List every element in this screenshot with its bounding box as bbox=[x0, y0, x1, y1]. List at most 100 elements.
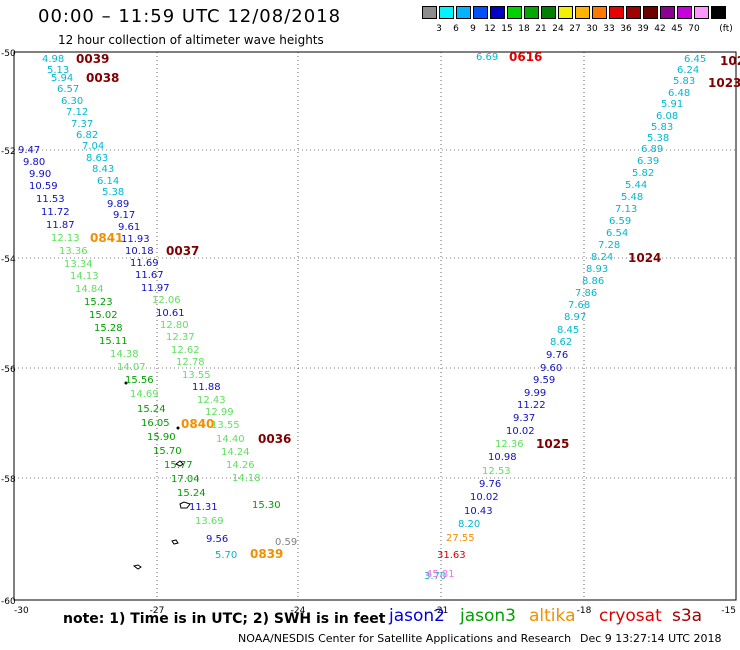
lon-tick-label: -30 bbox=[14, 606, 29, 616]
legend-swatch bbox=[473, 6, 488, 19]
page-title: 00:00 – 11:59 UTC 12/08/2018 bbox=[38, 6, 342, 27]
swh-value: 12.36 bbox=[495, 439, 524, 450]
swh-value: 13.34 bbox=[64, 259, 93, 270]
swh-value: 14.07 bbox=[117, 362, 146, 373]
swh-value: 6.57 bbox=[57, 84, 79, 95]
swh-value: 14.24 bbox=[221, 447, 250, 458]
swh-value: 11.53 bbox=[36, 194, 65, 205]
swh-value: 9.60 bbox=[540, 363, 562, 374]
swh-value: 6.08 bbox=[656, 111, 678, 122]
swh-value: 12.53 bbox=[482, 466, 511, 477]
island-outline bbox=[171, 539, 179, 545]
lon-tick-label: -18 bbox=[577, 606, 592, 616]
lat-tick-label: -52 bbox=[1, 147, 16, 157]
swh-value: 8.86 bbox=[582, 276, 604, 287]
swh-value: 9.89 bbox=[107, 199, 129, 210]
swh-value: 8.97 bbox=[564, 312, 586, 323]
legend-label: 24 bbox=[552, 24, 564, 34]
legend-swatch bbox=[422, 6, 437, 19]
coastline bbox=[124, 381, 191, 570]
swh-value: 11.22 bbox=[517, 400, 546, 411]
island-outline bbox=[175, 460, 184, 467]
swh-value: 6.82 bbox=[76, 130, 98, 141]
swh-value: 15.02 bbox=[89, 310, 118, 321]
legend-label: 9 bbox=[470, 24, 476, 34]
swh-value: 7.37 bbox=[71, 119, 93, 130]
swh-value: 14.38 bbox=[110, 349, 139, 360]
legend-label: 30 bbox=[586, 24, 598, 34]
swh-value: 11.87 bbox=[46, 220, 75, 231]
pass-time-label: 1025 bbox=[536, 437, 569, 451]
swh-value: 8.20 bbox=[458, 519, 480, 530]
swh-value: 13.55 bbox=[211, 420, 240, 431]
legend-swatch bbox=[575, 6, 590, 19]
swh-value: 15.23 bbox=[84, 297, 113, 308]
swh-value: 6.14 bbox=[97, 176, 119, 187]
island-outline bbox=[132, 564, 142, 570]
lat-tick-label: -50 bbox=[1, 49, 16, 59]
legend-label: 3 bbox=[436, 24, 442, 34]
swh-value: 13.55 bbox=[182, 370, 211, 381]
lon-tick-label: -15 bbox=[721, 606, 736, 616]
swh-value: 6.30 bbox=[61, 96, 83, 107]
page-subtitle: 12 hour collection of altimeter wave hei… bbox=[58, 33, 324, 47]
swh-value: 45.81 bbox=[426, 569, 455, 580]
generation-date: Dec 9 13:27:14 UTC 2018 bbox=[580, 632, 722, 645]
legend-label: 21 bbox=[535, 24, 547, 34]
swh-value: 9.99 bbox=[524, 388, 546, 399]
swh-value: 5.94 bbox=[51, 73, 73, 84]
island-marker bbox=[124, 381, 128, 385]
legend-label: 70 bbox=[688, 24, 700, 34]
legend-unit: (ft) bbox=[719, 24, 733, 34]
swh-value: 3.70 bbox=[424, 571, 446, 582]
swh-value: 6.45 bbox=[684, 54, 706, 65]
swh-value: 10.02 bbox=[470, 492, 499, 503]
swh-value: 5.44 bbox=[625, 180, 647, 191]
swh-value: 6.59 bbox=[609, 216, 631, 227]
swh-value: 9.76 bbox=[546, 350, 568, 361]
swh-value: 6.89 bbox=[641, 144, 663, 155]
swh-value: 6.54 bbox=[606, 228, 628, 239]
swh-value: 11.67 bbox=[135, 270, 164, 281]
lat-tick-label: -54 bbox=[1, 255, 16, 265]
credit-line: NOAA/NESDIS Center for Satellite Applica… bbox=[238, 632, 572, 645]
legend-swatch bbox=[558, 6, 573, 19]
lat-tick-label: -56 bbox=[1, 365, 16, 375]
pass-time-label: 0038 bbox=[86, 71, 119, 85]
legend-label: 15 bbox=[501, 24, 513, 34]
legend-swatch bbox=[456, 6, 471, 19]
legend-label: 36 bbox=[620, 24, 632, 34]
swh-value: 7.12 bbox=[66, 107, 88, 118]
swh-value: 17.04 bbox=[171, 474, 200, 485]
island-marker bbox=[176, 426, 180, 430]
swh-value: 14.13 bbox=[70, 271, 99, 282]
mission-altika: altika bbox=[529, 606, 576, 626]
units-note: note: 1) Time is in UTC; 2) SWH is in fe… bbox=[63, 611, 386, 627]
swh-value: 13.69 bbox=[195, 516, 224, 527]
legend-label: 27 bbox=[569, 24, 581, 34]
swh-value: 5.83 bbox=[651, 122, 673, 133]
legend-swatch bbox=[490, 6, 505, 19]
swh-value: 12.37 bbox=[166, 332, 195, 343]
swh-value: 15.56 bbox=[125, 375, 154, 386]
swh-value: 0.59 bbox=[275, 537, 297, 548]
swh-value: 8.45 bbox=[557, 325, 579, 336]
swh-value: 15.28 bbox=[94, 323, 123, 334]
lon-tick-label: -24 bbox=[291, 606, 306, 616]
swh-value: 9.61 bbox=[118, 222, 140, 233]
swh-value: 6.69 bbox=[476, 52, 498, 63]
mission-jason2: jason2 bbox=[389, 606, 445, 626]
map-frame bbox=[13, 51, 737, 601]
swh-value: 13.36 bbox=[59, 246, 88, 257]
swh-value: 4.98 bbox=[42, 54, 64, 65]
swh-value: 10.02 bbox=[506, 426, 535, 437]
swh-value: 10.43 bbox=[464, 506, 493, 517]
swh-value: 9.47 bbox=[18, 145, 40, 156]
swh-value: 15.11 bbox=[99, 336, 128, 347]
swh-value: 11.88 bbox=[192, 382, 221, 393]
swh-value: 7.13 bbox=[615, 204, 637, 215]
swh-value: 11.69 bbox=[130, 258, 159, 269]
axis-ticks: -30 -27 -24 -21 -18 -15 -50 -52 -54 -56 -58 -60 bbox=[1, 49, 736, 616]
swh-value: 7.04 bbox=[82, 141, 104, 152]
swh-value: 15.24 bbox=[177, 488, 206, 499]
